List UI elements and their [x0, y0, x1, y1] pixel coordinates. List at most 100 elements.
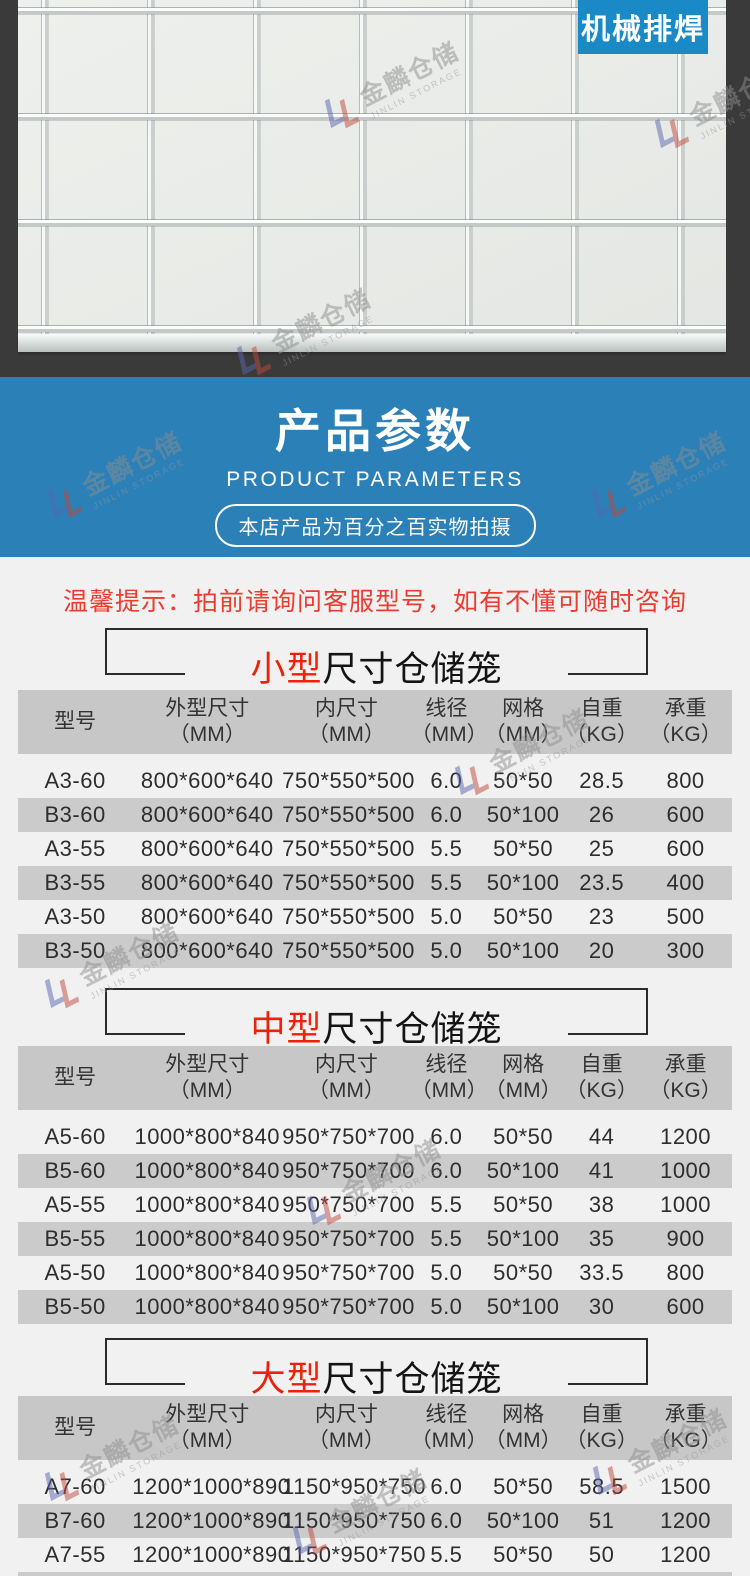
table-cell: 900 [666, 1226, 705, 1251]
column-header-name: 自重 [580, 1402, 623, 1426]
column-header-name: 型号 [54, 1065, 97, 1089]
table-cell: 750*550*500 [282, 938, 415, 963]
table-cell: 400 [666, 870, 705, 895]
table-cell: 800*600*640 [140, 870, 274, 895]
column-header-name: 内尺寸 [314, 1402, 378, 1426]
parameters-banner: 产品参数 PRODUCT PARAMETERS 本店产品为百分之百实物拍摄 [0, 377, 750, 557]
column-header-unit: （MM） [307, 723, 385, 746]
table-cell: 800 [666, 768, 705, 793]
table-cell: 800*600*640 [140, 768, 274, 793]
table-cell: 5.5 [430, 1542, 463, 1567]
table-cell: 1000*800*840 [134, 1226, 280, 1251]
table-cell: 800*600*640 [140, 938, 274, 963]
column-header-name: 线径 [425, 696, 468, 720]
table-row: A3-50 800*600*640 750*550*500 5.0 50*50 23 500 [18, 900, 732, 934]
table-cell: 5.0 [430, 1294, 463, 1319]
table-cell: 1200*1000*890 [132, 1508, 291, 1533]
table-cell: 6.0 [430, 768, 463, 793]
table-cell: 1000 [660, 1192, 712, 1217]
table-cell: 600 [666, 1294, 705, 1319]
table-cell: 800*600*640 [140, 802, 274, 827]
table-cell: 1200*1000*890 [132, 1542, 291, 1567]
table-row: A5-55 1000*800*840 950*750*700 5.5 50*50 38 10… [18, 1188, 732, 1222]
table-cell: 800*600*640 [140, 904, 274, 929]
table-cell: 50*100 [486, 802, 560, 827]
section-title: 中型尺寸仓储笼 [107, 1001, 646, 1052]
table-body: A3-60 800*600*640 750*550*500 6.0 50*50 28.5 8… [18, 764, 732, 968]
column-header: 自重 （KG） [564, 1052, 639, 1105]
column-header-name: 内尺寸 [314, 1052, 378, 1076]
column-header-name: 外型尺寸 [165, 1052, 250, 1076]
column-header-name: 线径 [425, 1402, 468, 1426]
table-cell: 50*50 [493, 1192, 554, 1217]
column-header: 内尺寸 （MM） [282, 1402, 411, 1455]
table-cell: 5.5 [430, 1192, 463, 1217]
table-cell: A5-60 [44, 1124, 106, 1149]
table-cell: 950*750*700 [282, 1226, 415, 1251]
table-cell: A7-60 [44, 1474, 106, 1499]
column-header-unit: （MM） [168, 1429, 246, 1452]
column-header-unit: （KG） [565, 1429, 638, 1452]
section-title-rest: 尺寸仓储笼 [322, 1010, 503, 1049]
column-header-unit: （MM） [410, 1079, 488, 1102]
section-title: 大型尺寸仓储笼 [107, 1351, 646, 1402]
table-cell: 33.5 [579, 1260, 625, 1285]
table-cell: 6.0 [430, 1508, 463, 1533]
column-header-name: 承重 [664, 1402, 707, 1426]
table-row: B5-50 1000*800*840 950*750*700 5.0 50*100 30 6… [18, 1290, 732, 1324]
column-header: 网格 （MM） [482, 1402, 564, 1455]
table-header-row: 型号 外型尺寸 （MM） 内尺寸 （MM） 线径 （MM） 网格 （MM） 自重 （KG） 承重 （KG… [18, 1396, 732, 1460]
table-cell: 23.5 [579, 870, 625, 895]
table-cell: 51 [588, 1508, 615, 1533]
table-cell: 5.0 [430, 1260, 463, 1285]
column-header-name: 网格 [502, 1402, 545, 1426]
table-body: A7-60 1200*1000*890 1150*950*750 6.0 50*50 58… [18, 1470, 732, 1572]
column-header-unit: （KG） [649, 1429, 722, 1452]
column-header-unit: （MM） [168, 1079, 246, 1102]
jinlin-logo-icon [39, 965, 89, 1017]
column-header: 承重 （KG） [639, 1052, 732, 1105]
product-photo-frame: 机械排焊 [0, 0, 750, 377]
table-row: B3-50 800*600*640 750*550*500 5.0 50*100 20 30… [18, 934, 732, 968]
column-header: 线径 （MM） [410, 1052, 488, 1105]
table-cell: 26 [588, 802, 615, 827]
banner-title: 产品参数 [275, 405, 475, 457]
table-cell: 50*100 [486, 1294, 560, 1319]
table-cell: 5.0 [430, 904, 463, 929]
table-cell: 750*550*500 [282, 768, 415, 793]
section-title-rest: 尺寸仓储笼 [322, 1360, 503, 1399]
table-cell: 750*550*500 [282, 802, 415, 827]
section-title: 小型尺寸仓储笼 [107, 641, 646, 692]
spec-table-large: 型号 外型尺寸 （MM） 内尺寸 （MM） 线径 （MM） 网格 （MM） 自重 （KG） 承重 （KG… [18, 1396, 732, 1572]
table-cell: 20 [588, 938, 615, 963]
table-cell: 50 [588, 1542, 615, 1567]
table-cell: 800 [666, 1260, 705, 1285]
column-header: 网格 （MM） [482, 1052, 564, 1105]
table-cell: 6.0 [430, 1124, 463, 1149]
section-title-rest: 尺寸仓储笼 [322, 650, 503, 689]
table-cell: A7-55 [44, 1542, 106, 1567]
table-cell: 1150*950*750 [282, 1474, 427, 1499]
column-header: 承重 （KG） [639, 696, 732, 749]
table-cell: 750*550*500 [282, 904, 415, 929]
column-header-unit: （KG） [649, 723, 722, 746]
table-cell: B5-60 [44, 1158, 106, 1183]
column-header-unit: （MM） [168, 723, 246, 746]
table-row: A5-50 1000*800*840 950*750*700 5.0 50*50 33.5… [18, 1256, 732, 1290]
table-cell: 6.0 [430, 1474, 463, 1499]
column-header: 型号 [18, 1065, 132, 1091]
table-cell: 58.5 [579, 1474, 625, 1499]
table-row: B5-55 1000*800*840 950*750*700 5.5 50*100 35 9… [18, 1222, 732, 1256]
table-cell: 950*750*700 [282, 1158, 415, 1183]
table-cell: 1000*800*840 [134, 1260, 280, 1285]
column-header: 型号 [18, 709, 132, 735]
table-cell: 50*100 [486, 1508, 560, 1533]
column-header: 网格 （MM） [482, 696, 564, 749]
table-cell: B7-60 [44, 1508, 106, 1533]
table-cell: 44 [588, 1124, 615, 1149]
table-cell: B3-60 [44, 802, 106, 827]
column-header-unit: （MM） [307, 1079, 385, 1102]
column-header-name: 型号 [54, 1415, 97, 1439]
table-cell: 750*550*500 [282, 870, 415, 895]
column-header: 内尺寸 （MM） [282, 696, 411, 749]
